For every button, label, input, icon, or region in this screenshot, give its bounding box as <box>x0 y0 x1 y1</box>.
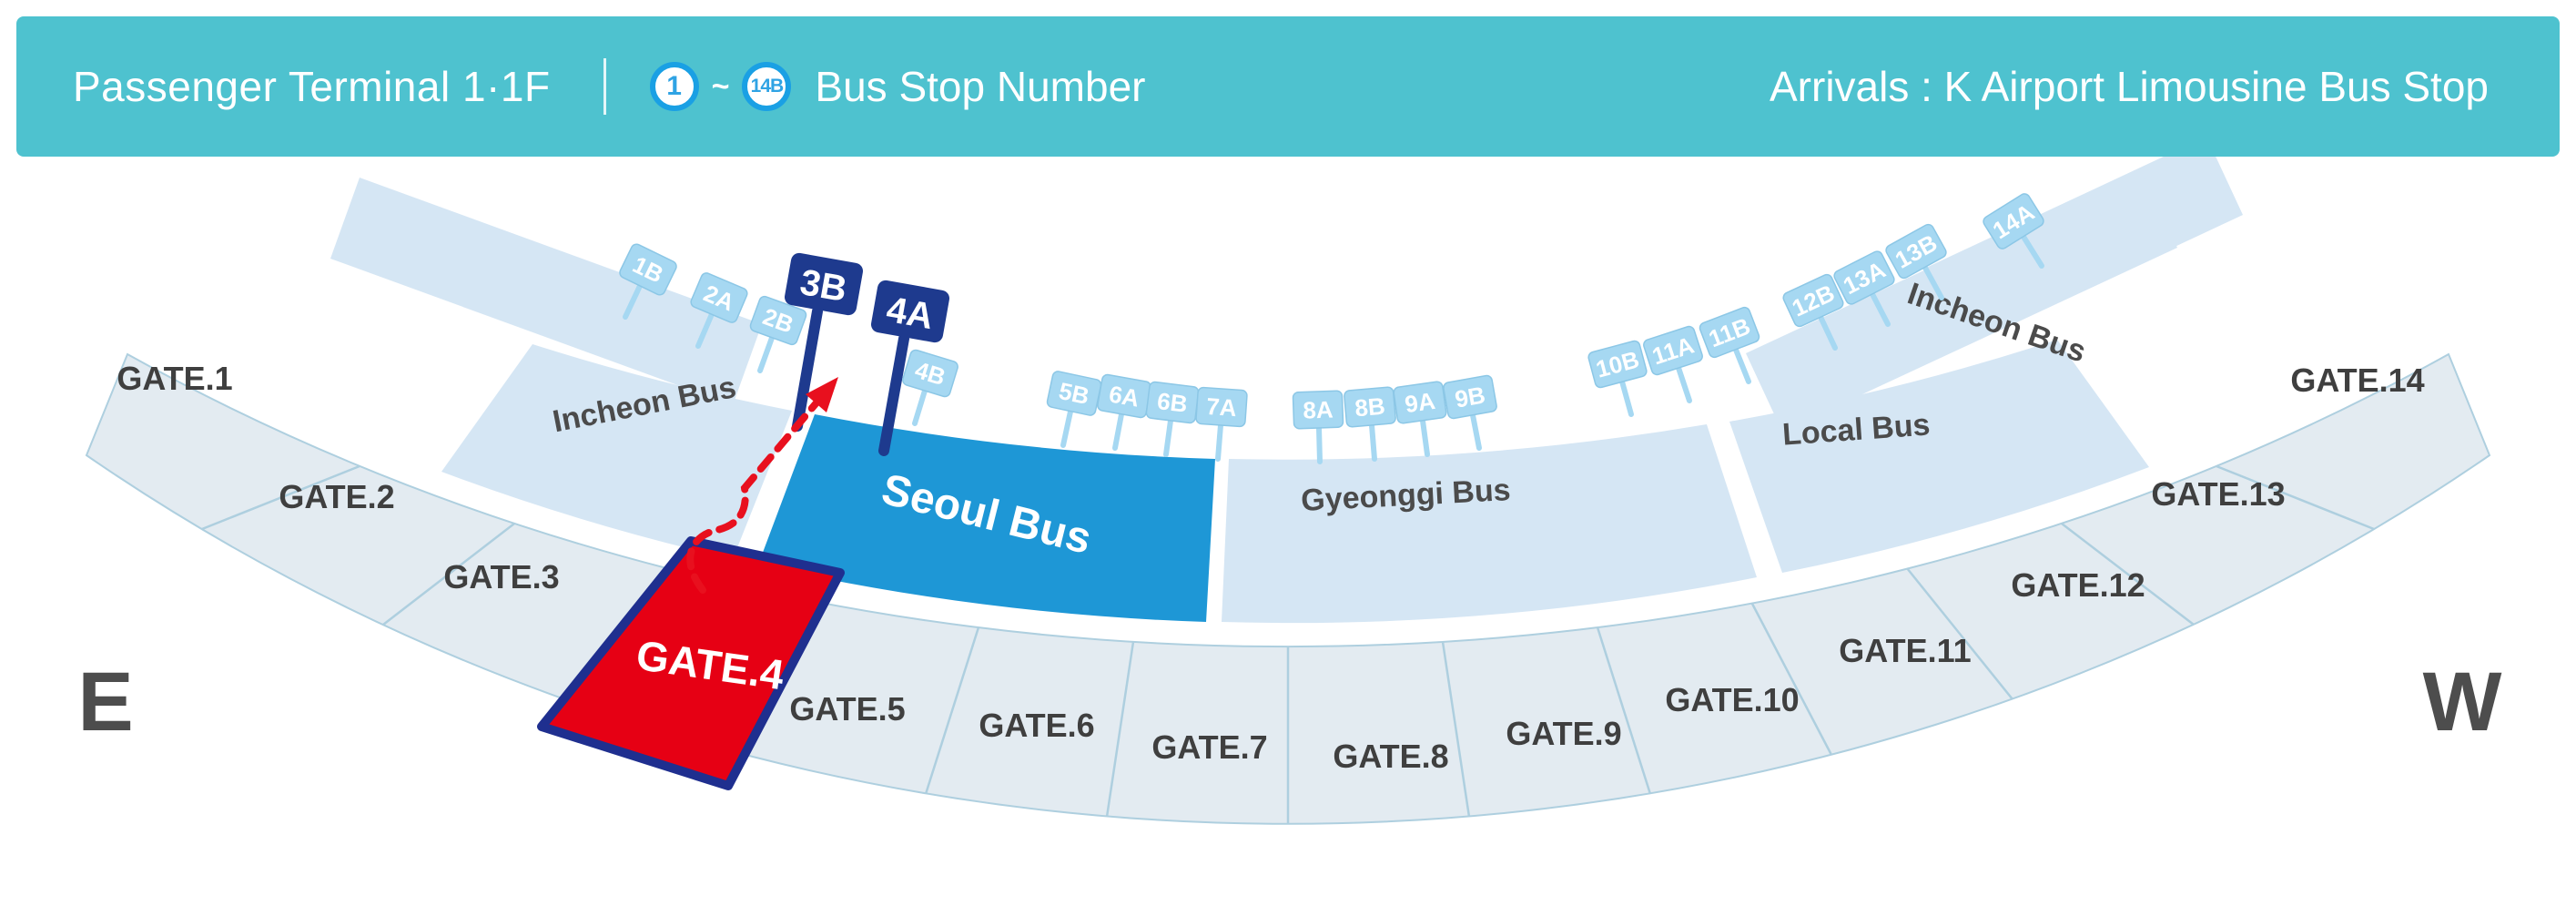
gate-label-12: GATE.12 <box>2011 566 2145 604</box>
bus-stop-5B: 5B <box>1057 377 1092 410</box>
gate-labels: GATE.1 GATE.2 GATE.3 GATE.4 GATE.5 GATE.… <box>117 360 2424 775</box>
header-bar: Passenger Terminal 1·1F 1 ~ 14B Bus Stop… <box>16 16 2560 157</box>
bus-stop-6A: 6A <box>1107 380 1141 412</box>
route-arrow-path <box>686 392 827 594</box>
route-arrow-head <box>806 377 838 412</box>
zone-incheon-right <box>1746 169 2177 432</box>
platform-band-left <box>330 178 762 405</box>
east-label: E <box>77 656 133 748</box>
bus-stop-stems <box>623 234 2044 464</box>
bus-stop-signs: 1B 2A 2B 4B 5B 6A 6B 7A 8A 8B 9A 9B 10B … <box>619 193 2044 430</box>
highlight-stop-posts <box>792 306 909 456</box>
arrivals-label: Arrivals : K Airport Limousine Bus Stop <box>1770 63 2489 110</box>
bus-stop-4A: 4A <box>884 290 937 337</box>
bus-stop-9B: 9B <box>1453 381 1487 412</box>
gate-label-9: GATE.9 <box>1506 715 1621 752</box>
zone-gyeonggi <box>1222 424 1757 624</box>
gate-label-2: GATE.2 <box>279 478 394 515</box>
zone-incheon-left <box>441 344 792 559</box>
page-title: Passenger Terminal 1·1F <box>73 63 551 110</box>
gate-label-14: GATE.14 <box>2290 361 2424 399</box>
stop-number-badge-first: 1 <box>649 62 699 111</box>
legend-label: Bus Stop Number <box>815 63 1146 110</box>
bus-stop-7A: 7A <box>1205 392 1237 422</box>
gate-label-5: GATE.5 <box>789 690 905 728</box>
gate-label-11: GATE.11 <box>1839 632 1971 669</box>
gate-label-1: GATE.1 <box>117 360 232 397</box>
header-divider <box>603 58 606 115</box>
gate-label-8: GATE.8 <box>1333 738 1448 775</box>
west-label: W <box>2423 656 2502 748</box>
bus-stop-3B: 3B <box>797 262 850 310</box>
bus-stop-6B: 6B <box>1156 387 1190 418</box>
bus-stop-8B: 8B <box>1354 392 1386 422</box>
zone-seoul <box>758 414 1215 622</box>
bus-stop-9A: 9A <box>1403 387 1436 418</box>
stop-number-badge-last: 14B <box>742 62 792 111</box>
zone-local <box>1729 340 2149 573</box>
gate-label-10: GATE.10 <box>1665 681 1799 718</box>
gate-label-3: GATE.3 <box>443 558 559 596</box>
highlighted-bus-stops: 3B 4A <box>784 252 950 343</box>
tilde-separator: ~ <box>711 68 730 104</box>
bus-stop-8A: 8A <box>1303 395 1334 423</box>
gate-label-7: GATE.7 <box>1151 728 1267 766</box>
gate-label-13: GATE.13 <box>2151 475 2285 513</box>
gate-label-6: GATE.6 <box>979 707 1094 744</box>
gate-4-highlight <box>537 536 845 790</box>
